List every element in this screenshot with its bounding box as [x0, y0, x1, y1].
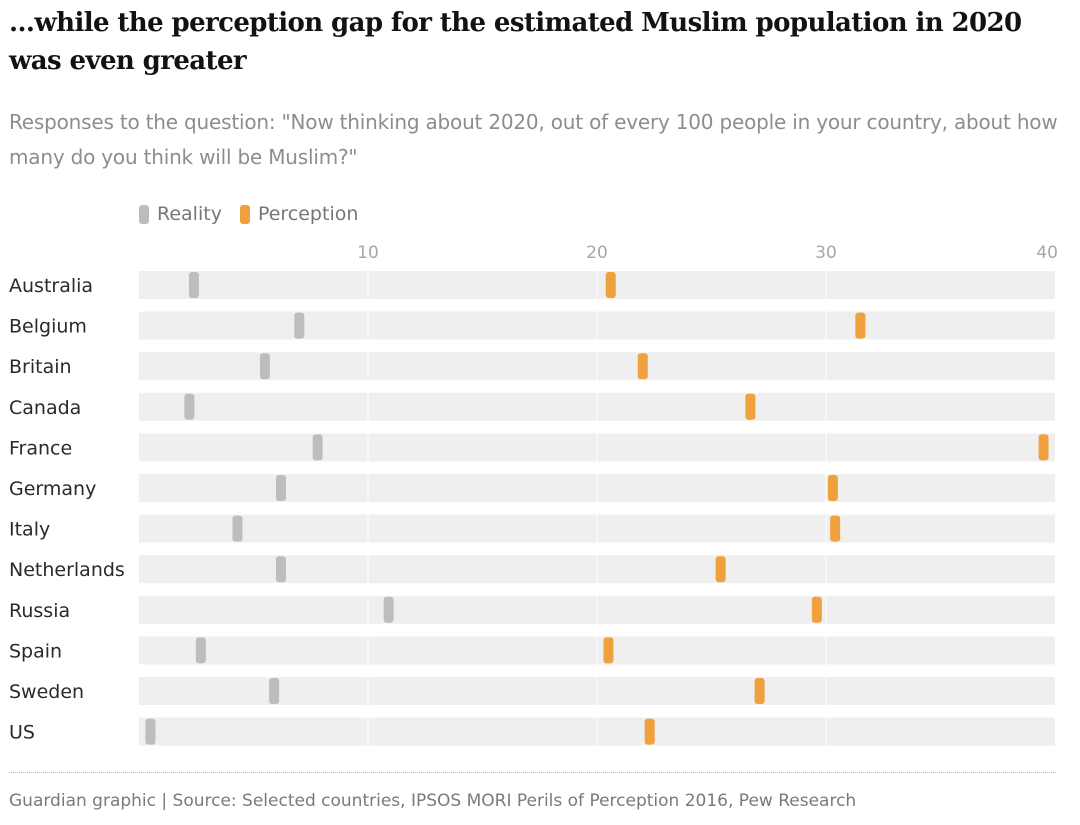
- chart-row: Australia: [9, 271, 1055, 299]
- row-label: Sweden: [9, 681, 84, 703]
- legend-label-reality: Reality: [157, 203, 222, 225]
- reality-marker: [383, 596, 394, 623]
- perception-marker: [603, 637, 614, 664]
- row-label: Germany: [9, 478, 96, 500]
- reality-marker: [188, 272, 199, 298]
- reality-marker: [145, 718, 156, 745]
- row-label: Spain: [9, 640, 62, 662]
- x-tick-label: 20: [586, 243, 608, 263]
- legend-label-perception: Perception: [257, 203, 359, 225]
- x-tick-label: 40: [1036, 243, 1058, 263]
- chart-title: ...while the perception gap for the esti…: [9, 8, 1022, 76]
- chart-row: Spain: [9, 636, 1055, 665]
- reality-marker: [195, 637, 206, 664]
- row-label: Russia: [9, 600, 70, 622]
- perception-marker: [811, 596, 822, 623]
- chart-row: Russia: [9, 595, 1055, 624]
- source-note: Guardian graphic | Source: Selected coun…: [9, 791, 857, 811]
- row-label: Britain: [9, 356, 72, 378]
- perception-marker: [754, 678, 765, 704]
- row-label: Netherlands: [9, 559, 125, 581]
- x-tick-label: 30: [815, 243, 837, 263]
- chart-row: Italy: [9, 514, 1055, 543]
- perception-marker: [855, 312, 866, 339]
- reality-marker: [275, 556, 286, 583]
- reality-marker: [275, 475, 286, 501]
- reality-marker: [269, 678, 280, 704]
- chart-row: US: [9, 717, 1055, 746]
- perception-marker: [605, 272, 616, 298]
- legend-item-perception: Perception: [239, 203, 359, 225]
- perception-marker: [830, 515, 841, 542]
- reality-marker: [312, 434, 323, 461]
- chart-row: Germany: [9, 474, 1055, 502]
- row-label: Australia: [9, 275, 93, 297]
- chart-row: Britain: [9, 352, 1055, 381]
- chart-row: Canada: [9, 392, 1055, 421]
- chart-subtitle: Responses to the question: "Now thinking…: [9, 110, 1058, 169]
- legend-swatch-perception: [239, 204, 250, 224]
- row-label: France: [9, 437, 72, 459]
- reality-marker: [294, 312, 305, 339]
- chart-row: Belgium: [9, 311, 1055, 340]
- x-tick-label: 10: [357, 243, 379, 263]
- row-label: Canada: [9, 397, 81, 419]
- row-label: Belgium: [9, 316, 87, 338]
- perception-marker: [745, 393, 756, 420]
- reality-marker: [232, 515, 243, 542]
- perception-marker: [637, 353, 648, 380]
- chart-legend: Reality Perception: [139, 200, 376, 228]
- reality-marker: [184, 393, 195, 420]
- legend-swatch-reality: [139, 204, 149, 224]
- legend-item-reality: Reality: [139, 203, 222, 225]
- row-label: US: [9, 722, 35, 744]
- chart-row: Sweden: [9, 677, 1055, 705]
- chart-row: Netherlands: [9, 555, 1055, 584]
- row-label: Italy: [9, 519, 50, 541]
- chart-row: France: [9, 433, 1055, 462]
- perception-marker: [827, 475, 838, 501]
- perception-marker: [715, 556, 726, 583]
- dot-plot-chart: 10 20 30 40 Australia Belgium Britain Canada Fra…: [9, 243, 1058, 746]
- perception-marker: [1038, 434, 1049, 461]
- footer-divider: [9, 772, 1056, 773]
- reality-marker: [259, 353, 270, 380]
- perception-marker: [644, 718, 655, 745]
